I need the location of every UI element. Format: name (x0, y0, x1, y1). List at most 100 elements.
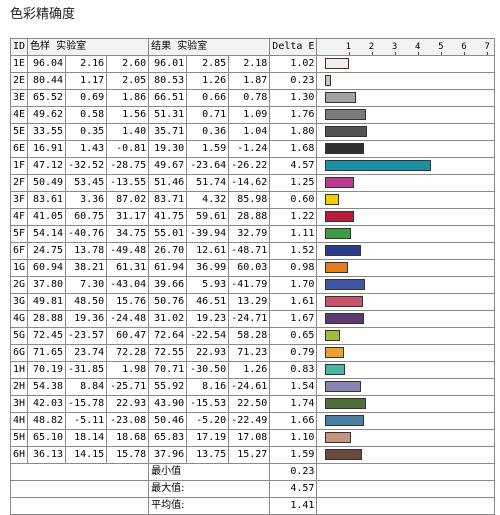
cell-result-l: 35.71 (148, 123, 188, 141)
cell-id: 6E (9, 140, 29, 158)
cell-result-a: 12.61 (186, 242, 230, 260)
scale-tick-label: 3 (391, 42, 398, 52)
scale-tick-label: 5 (438, 42, 444, 52)
cell-result-b: 2.18 (228, 55, 271, 73)
cell-sample-l: 47.12 (27, 157, 67, 175)
cell-result-l: 49.67 (148, 157, 188, 175)
cell-sample-b: 87.02 (106, 191, 150, 209)
cell-sample-b: 60.47 (106, 327, 150, 345)
cell-result-a: 1.26 (186, 72, 230, 90)
cell-result-b: -14.62 (228, 174, 271, 192)
summary-blank (9, 463, 150, 481)
scale-tick-label: 4 (415, 42, 421, 52)
bar-cell (316, 123, 496, 141)
cell-result-a: -39.94 (186, 225, 230, 243)
cell-sample-b: 1.40 (106, 123, 150, 141)
cell-result-a: 22.93 (186, 344, 230, 362)
scale-tick-label: 1 (345, 42, 352, 52)
cell-delta-e: 1.25 (269, 174, 318, 192)
cell-result-a: 0.36 (186, 123, 230, 141)
delta-e-bar (325, 381, 362, 392)
cell-result-l: 70.71 (148, 361, 188, 379)
delta-e-bar (325, 75, 331, 86)
cell-result-b: 13.29 (228, 293, 271, 311)
table-row: 4F 41.05 60.75 31.17 41.75 59.61 28.88 1.22 (9, 208, 496, 226)
cell-sample-b: 2.60 (106, 55, 150, 73)
delta-e-bar (325, 262, 349, 273)
cell-id: 6H (9, 446, 29, 464)
cell-delta-e: 0.79 (269, 344, 318, 362)
header-row: ID 色样 实验室 结果 实验室 Delta E 1 2 3 4 5 6 7 (9, 38, 496, 56)
cell-delta-e: 1.59 (269, 446, 318, 464)
cell-sample-b: 18.68 (106, 429, 150, 447)
cell-result-b: 1.26 (228, 361, 271, 379)
cell-result-b: 17.08 (228, 429, 271, 447)
delta-e-bar (325, 92, 356, 103)
cell-result-b: 71.23 (228, 344, 271, 362)
cell-id: 5G (9, 327, 29, 345)
cell-sample-a: -31.85 (65, 361, 108, 379)
cell-sample-b: -43.04 (106, 276, 150, 294)
summary-label: 最小值 (148, 463, 271, 481)
cell-delta-e: 4.57 (269, 157, 318, 175)
scale-axis: 1 2 3 4 5 6 7 (316, 38, 496, 56)
bar-cell (316, 429, 496, 447)
cell-sample-b: 72.28 (106, 344, 150, 362)
cell-sample-a: 8.84 (65, 378, 108, 396)
bar-cell (316, 259, 496, 277)
cell-result-a: 0.71 (186, 106, 230, 124)
delta-e-bar (325, 177, 355, 188)
cell-result-a: 1.59 (186, 140, 230, 158)
cell-delta-e: 1.61 (269, 293, 318, 311)
cell-result-b: 32.79 (228, 225, 271, 243)
cell-sample-b: -23.08 (106, 412, 150, 430)
table-row: 1E 96.04 2.16 2.60 96.01 2.85 2.18 1.02 (9, 55, 496, 73)
scale-tick-label: 7 (484, 42, 490, 52)
cell-result-a: 0.66 (186, 89, 230, 107)
cell-sample-l: 16.91 (27, 140, 67, 158)
header-result-lab: 结果 实验室 (148, 38, 271, 56)
table-row: 4G 28.88 19.36 -24.48 31.02 19.23 -24.71 1.67 (9, 310, 496, 328)
cell-result-l: 43.90 (148, 395, 188, 413)
table-row: 3F 83.61 3.36 87.02 83.71 4.32 85.98 0.60 (9, 191, 496, 209)
cell-sample-a: 2.16 (65, 55, 108, 73)
scale-tick-label: 6 (461, 42, 467, 52)
summary-bar-cell (316, 463, 496, 481)
cell-delta-e: 1.11 (269, 225, 318, 243)
table-row: 6H 36.13 14.15 15.78 37.96 13.75 15.27 1.59 (9, 446, 496, 464)
cell-sample-b: -49.48 (106, 242, 150, 260)
bar-cell (316, 293, 496, 311)
delta-e-bar (325, 313, 365, 324)
table-row: 6F 24.75 13.78 -49.48 26.70 12.61 -48.71 1.52 (9, 242, 496, 260)
cell-delta-e: 1.67 (269, 310, 318, 328)
cell-result-a: 13.75 (186, 446, 230, 464)
table-row: 5F 54.14 -40.76 34.75 55.01 -39.94 32.79 1.11 (9, 225, 496, 243)
cell-sample-l: 50.49 (27, 174, 67, 192)
cell-sample-l: 24.75 (27, 242, 67, 260)
cell-sample-l: 42.03 (27, 395, 67, 413)
summary-value: 4.57 (269, 480, 318, 498)
cell-result-l: 55.92 (148, 378, 188, 396)
delta-e-bar (325, 296, 363, 307)
color-accuracy-table: ID 色样 实验室 结果 实验室 Delta E 1 2 3 4 5 6 7 1E 96.04… (9, 38, 496, 515)
delta-e-bar (325, 330, 341, 341)
cell-delta-e: 1.30 (269, 89, 318, 107)
cell-id: 2G (9, 276, 29, 294)
delta-e-bar (325, 109, 367, 120)
summary-label: 平均值: (148, 497, 271, 515)
table-row: 1H 70.19 -31.85 1.98 70.71 -30.50 1.26 0.83 (9, 361, 496, 379)
cell-sample-l: 37.80 (27, 276, 67, 294)
cell-sample-b: 15.78 (106, 446, 150, 464)
cell-delta-e: 0.65 (269, 327, 318, 345)
cell-sample-a: 1.43 (65, 140, 108, 158)
cell-delta-e: 1.76 (269, 106, 318, 124)
cell-result-l: 51.31 (148, 106, 188, 124)
cell-sample-a: 3.36 (65, 191, 108, 209)
cell-sample-b: -24.48 (106, 310, 150, 328)
cell-result-l: 72.55 (148, 344, 188, 362)
cell-result-a: -5.20 (186, 412, 230, 430)
cell-result-b: -24.61 (228, 378, 271, 396)
cell-result-a: 59.61 (186, 208, 230, 226)
bar-cell (316, 72, 496, 90)
table-row: 2F 50.49 53.45 -13.55 51.46 51.74 -14.62 1.25 (9, 174, 496, 192)
